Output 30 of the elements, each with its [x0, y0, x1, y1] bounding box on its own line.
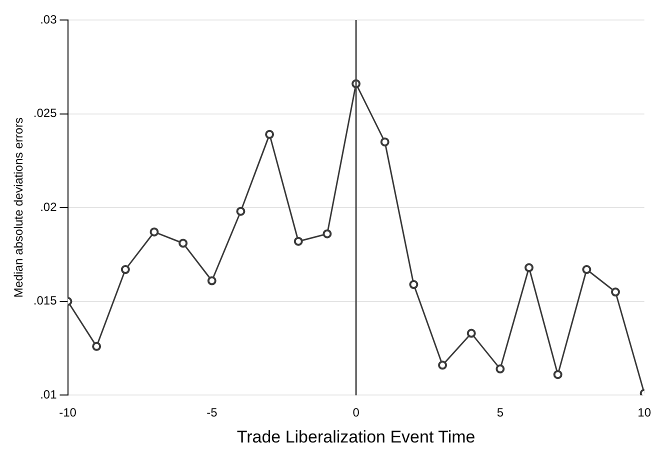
point: [294, 236, 303, 246]
x-tick-label: -5: [206, 406, 218, 420]
point: [236, 206, 246, 216]
x-axis-title: Trade Liberalization Event Time: [236, 427, 476, 446]
point: [553, 370, 562, 380]
point: [120, 265, 130, 274]
x-tick-label: 10: [638, 406, 652, 420]
x-tick-label: 5: [496, 406, 504, 420]
y-tick-label: .01: [40, 388, 58, 402]
point: [150, 227, 159, 236]
point: [92, 342, 102, 351]
point: [322, 229, 332, 238]
point: [178, 238, 188, 248]
point: [265, 130, 274, 139]
point: [380, 137, 390, 146]
point: [524, 263, 534, 272]
y-tick-label: .015: [33, 294, 58, 308]
point: [496, 364, 505, 374]
point: [466, 328, 476, 338]
y-tick-label: .02: [40, 200, 58, 214]
y-tick-label: .025: [33, 106, 58, 120]
x-tick-label: 0: [352, 406, 360, 420]
point: [582, 265, 592, 274]
y-axis-title: Median absolute deviations errors: [12, 118, 26, 298]
y-tick-label: .03: [40, 12, 58, 26]
point: [438, 360, 448, 370]
x-tick-label: -10: [59, 406, 77, 420]
point: [610, 288, 620, 297]
point: [207, 276, 216, 286]
point: [409, 280, 418, 290]
